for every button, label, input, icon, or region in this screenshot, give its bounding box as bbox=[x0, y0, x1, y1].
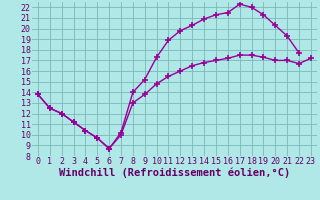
X-axis label: Windchill (Refroidissement éolien,°C): Windchill (Refroidissement éolien,°C) bbox=[59, 168, 290, 178]
